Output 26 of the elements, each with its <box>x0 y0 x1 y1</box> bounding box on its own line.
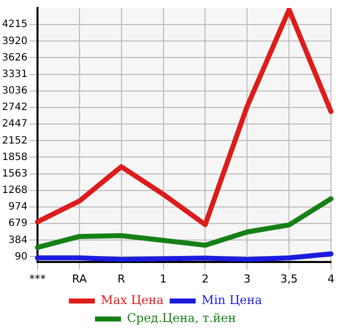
y-tick-label: 3036 <box>2 86 28 97</box>
legend-label: Max Цена <box>100 293 164 308</box>
y-tick-label: 1858 <box>2 152 28 163</box>
y-tick-label: 2742 <box>2 102 28 114</box>
x-tick-label: *** <box>29 272 46 286</box>
y-tick-label: 974 <box>8 202 28 213</box>
x-tick-label: RA <box>72 272 88 286</box>
y-tick-label: 384 <box>8 234 28 246</box>
y-tick-label: 2152 <box>2 135 28 146</box>
y-tick-label: 679 <box>8 218 28 230</box>
x-tick-label: 3,5 <box>280 272 298 286</box>
x-tick-label: R <box>117 272 126 286</box>
y-tick-label: 3331 <box>2 68 28 80</box>
x-tick-label: 3 <box>244 272 251 286</box>
x-tick-label: 1 <box>160 272 167 286</box>
y-tick-label: 1268 <box>2 185 28 196</box>
legend-label: Сред.Цена, т.йен <box>126 311 236 326</box>
x-tick-label: 2 <box>202 272 209 286</box>
y-tick-label: 1563 <box>2 168 28 180</box>
y-tick-label: 4215 <box>2 19 28 30</box>
y-tick-label: 3920 <box>2 36 28 47</box>
y-tick-label: 2447 <box>2 118 28 130</box>
legend-label: Min Цена <box>202 293 262 308</box>
x-tick-label: 4 <box>328 272 334 286</box>
y-tick-label: 90 <box>14 251 28 262</box>
y-tick-label: 3626 <box>2 52 28 64</box>
